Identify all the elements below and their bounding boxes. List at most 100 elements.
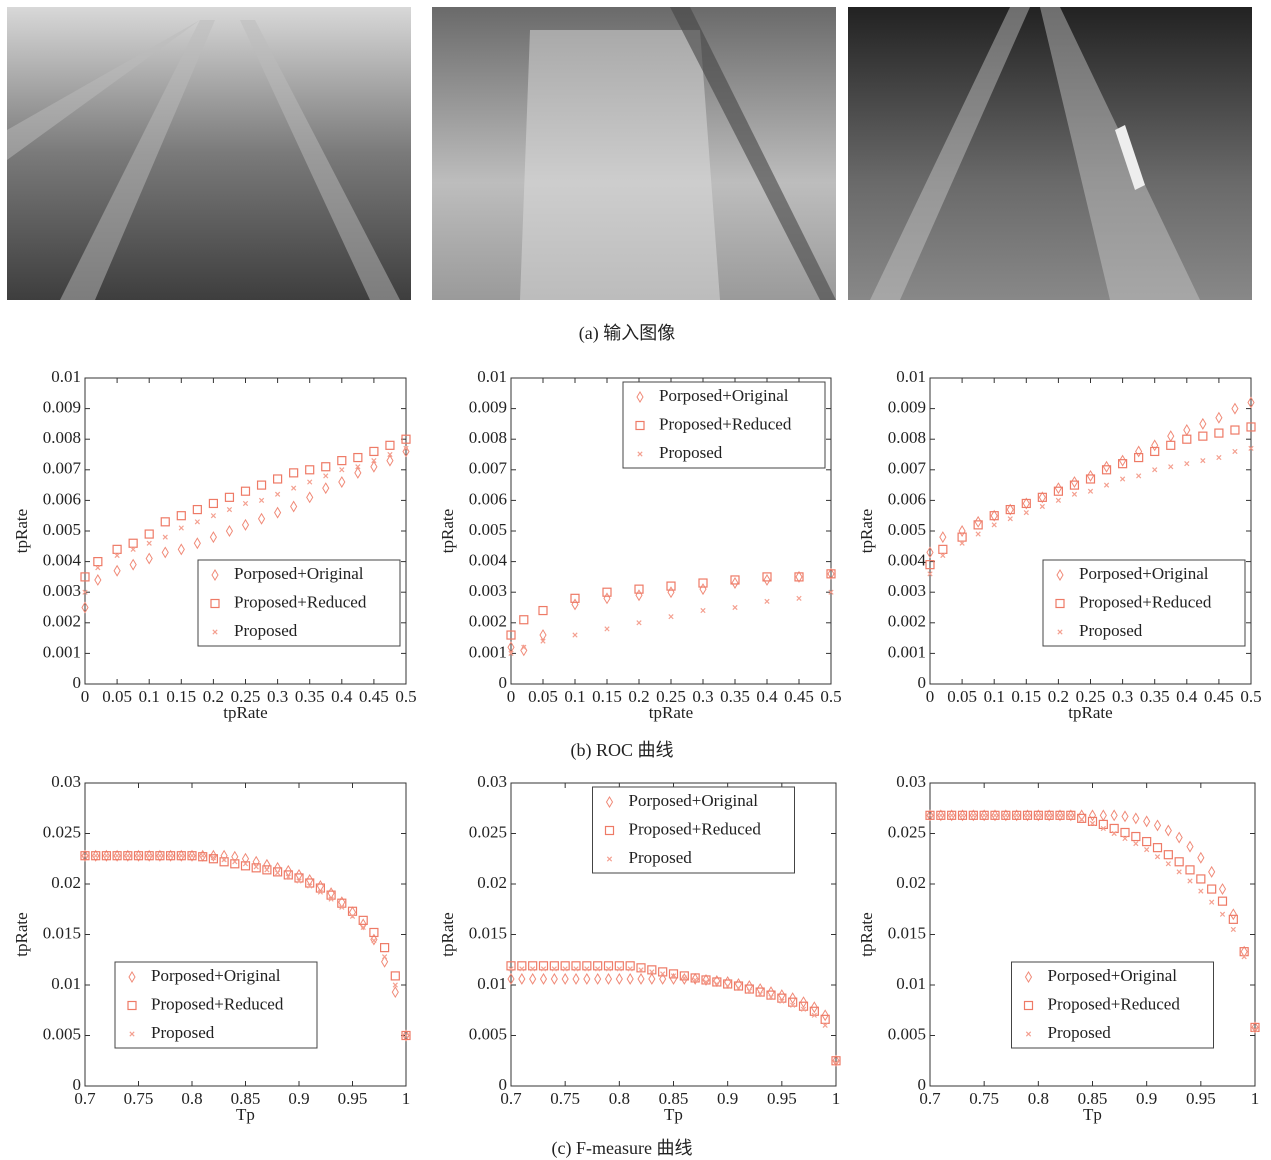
x-tick-label: 0.05 [102, 687, 132, 706]
legend-label: Proposed+Reduced [151, 994, 284, 1013]
marker [595, 974, 601, 984]
marker [603, 588, 611, 596]
marker [194, 538, 200, 548]
x-tick-label: 0.3 [692, 687, 713, 706]
y-axis-label: tpRate [438, 912, 457, 956]
marker [1088, 489, 1092, 493]
marker [1122, 811, 1128, 821]
y-tick-label: 0.003 [888, 581, 926, 600]
marker [572, 599, 578, 609]
marker [1111, 810, 1117, 820]
x-tick-label: 0.1 [139, 687, 160, 706]
marker [130, 560, 136, 570]
x-tick-label: 0.15 [166, 687, 196, 706]
marker [1008, 517, 1012, 521]
caption: (a) 输入图像 [579, 323, 675, 344]
marker [1132, 833, 1140, 841]
marker [1153, 468, 1157, 472]
marker [1185, 461, 1189, 465]
marker [765, 599, 769, 603]
x-tick-label: 0.2 [628, 687, 649, 706]
marker [178, 544, 184, 554]
y-tick-label: 0.03 [477, 772, 507, 791]
marker [242, 487, 250, 495]
marker [328, 888, 334, 898]
figure: (a) 输入图像 (b) ROC 曲线 (c) F-measure 曲线 00.… [0, 0, 1271, 1160]
y-tick-label: 0.005 [888, 1024, 926, 1043]
marker [227, 507, 231, 511]
series [928, 446, 1253, 576]
marker [975, 517, 981, 527]
x-tick-label: 0.3 [1112, 687, 1133, 706]
marker [94, 558, 102, 566]
marker [1100, 810, 1106, 820]
y-tick-label: 0.008 [888, 428, 926, 447]
marker [307, 875, 313, 885]
legend: Porposed+OriginalProposed+ReducedPropose… [1012, 962, 1214, 1048]
x-tick-label: 0.1 [984, 687, 1005, 706]
marker [1166, 862, 1170, 866]
marker [1220, 884, 1226, 894]
marker [1231, 927, 1235, 931]
marker [306, 466, 314, 474]
x-tick-label: 0 [81, 687, 90, 706]
marker [147, 541, 151, 545]
y-tick-label: 0.025 [469, 822, 507, 841]
marker [147, 854, 151, 858]
marker [1014, 813, 1018, 817]
marker [1136, 474, 1140, 478]
y-tick-label: 0.005 [43, 1024, 81, 1043]
marker [797, 596, 801, 600]
marker [258, 481, 266, 489]
y-axis-label: tpRate [12, 509, 31, 553]
marker [700, 584, 706, 594]
marker [386, 441, 394, 449]
legend-label: Proposed+Reduced [659, 414, 792, 433]
y-axis-label: tpRate [438, 509, 457, 553]
y-tick-label: 0.01 [896, 974, 926, 993]
x-tick-label: 0.8 [1028, 1089, 1049, 1108]
series [509, 967, 838, 1065]
x-tick-label: 0.4 [331, 687, 353, 706]
marker [307, 492, 313, 502]
y-tick-label: 0.02 [51, 873, 81, 892]
marker [1040, 504, 1044, 508]
y-tick-label: 0.02 [896, 873, 926, 892]
marker [370, 447, 378, 455]
y-tick-label: 0.009 [888, 398, 926, 417]
series [507, 570, 835, 639]
x-tick-label: 0.35 [1140, 687, 1170, 706]
marker [179, 526, 183, 530]
marker [1200, 419, 1206, 429]
marker [1133, 813, 1139, 823]
marker [1058, 813, 1062, 817]
y-tick-label: 0.005 [469, 1024, 507, 1043]
legend: Porposed+OriginalProposed+ReducedPropose… [623, 382, 825, 468]
marker [562, 974, 568, 984]
marker [115, 854, 119, 858]
x-tick-label: 0.75 [969, 1089, 999, 1108]
marker [1154, 844, 1162, 852]
legend-label: Proposed [151, 1023, 215, 1042]
marker [1151, 447, 1159, 455]
y-tick-label: 0.03 [51, 772, 81, 791]
marker [1231, 426, 1239, 434]
marker [520, 616, 528, 624]
marker [1167, 441, 1175, 449]
y-tick-label: 0.015 [43, 923, 81, 942]
marker [259, 514, 265, 524]
marker [354, 454, 362, 462]
marker [1230, 909, 1236, 919]
marker [699, 579, 707, 587]
legend-label: Porposed+Original [1079, 564, 1209, 583]
marker [1004, 813, 1008, 817]
marker [649, 974, 655, 984]
marker [949, 813, 953, 817]
marker [265, 868, 269, 872]
marker [355, 468, 361, 478]
y-tick-label: 0.002 [43, 612, 81, 631]
y-tick-label: 0.004 [43, 551, 82, 570]
marker [252, 864, 260, 872]
marker [1215, 429, 1223, 437]
marker [539, 607, 547, 615]
